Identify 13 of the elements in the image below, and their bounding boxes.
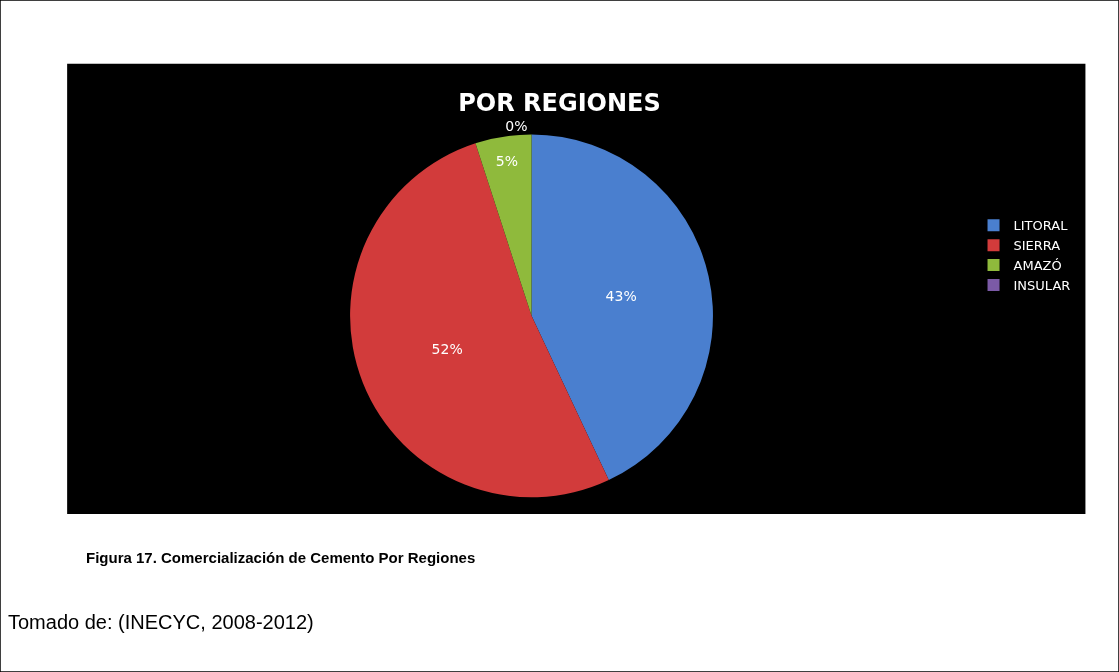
data-label: 43% [605,287,637,304]
chart-title: POR REGIONES [458,88,661,117]
text: 0% [505,118,528,135]
legend-label: AMAZÓ [1013,258,1062,274]
legend-label: INSULAR [1013,278,1071,294]
text: Figura 17. Comercialización de Cemento Por Regiones [86,549,476,566]
text: Tomado de: (INECYC, 2008-2012) [8,611,314,633]
pie-slice [531,134,713,481]
data-label: 52% [431,341,463,358]
legend-label: SIERRA [1013,238,1061,254]
pie-slice [475,134,532,316]
legend-label: LITORAL [1013,218,1069,234]
data-label: 5% [495,152,519,169]
